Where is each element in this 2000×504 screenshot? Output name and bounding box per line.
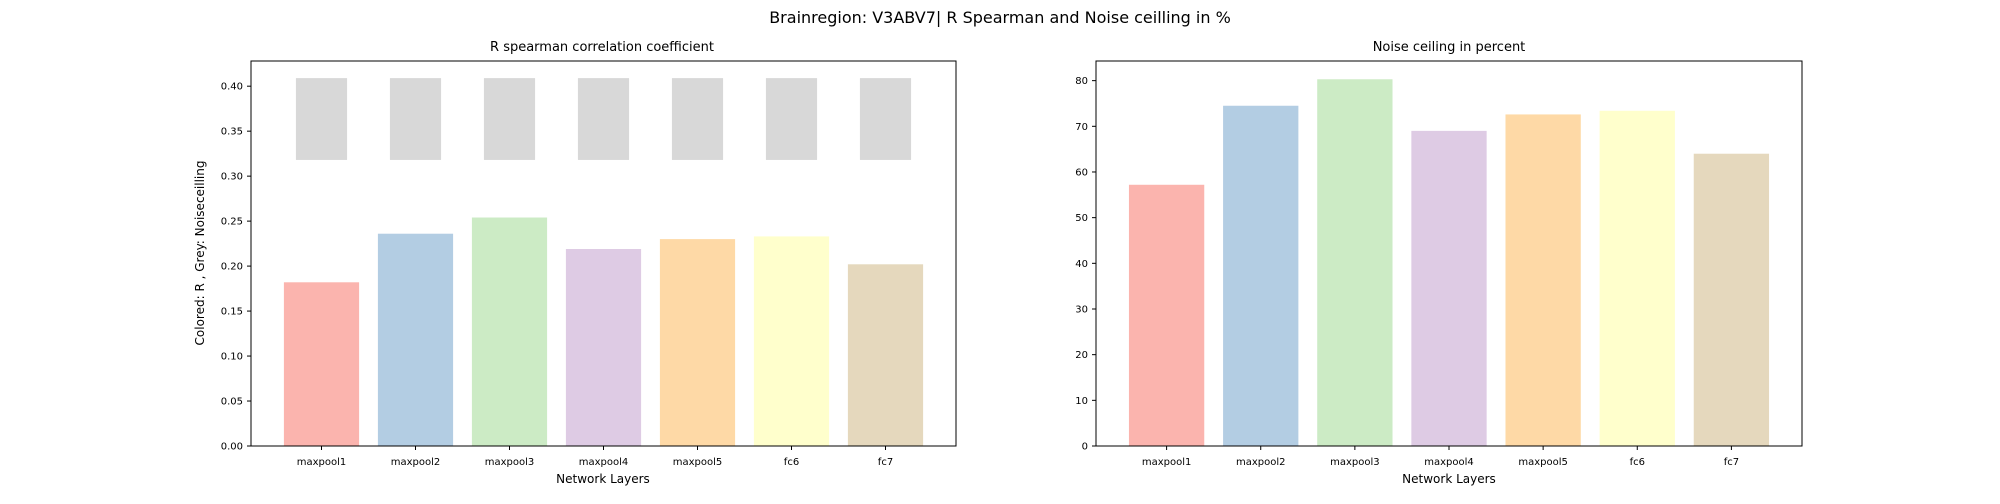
y-tick-label-0.20: 0.20 [221,262,243,273]
y-tick-label-0.15: 0.15 [221,307,243,318]
x-tick-label-maxpool4: maxpool4 [1424,457,1474,468]
noise-ceiling-band-maxpool2 [389,78,442,160]
x-tick-label-fc6: fc6 [784,457,799,468]
bar-maxpool4 [565,249,642,446]
bar-maxpool4 [1411,130,1487,447]
left-chart-title: R spearman correlation coefficient [490,40,714,55]
y-tick-label-30: 30 [1075,304,1088,315]
bar-fc7 [847,264,924,446]
noise-ceiling-band-fc7 [859,78,912,160]
x-tick-label-fc7: fc7 [878,457,893,468]
y-tick-label-0.05: 0.05 [221,397,243,408]
right-chart-plot: maxpool1 maxpool2 maxpool3 maxpool4 maxpool5… [1075,76,1770,468]
bar-maxpool5 [659,239,736,446]
noise-ceiling-band-maxpool1 [295,78,348,160]
left-chart-frame [250,60,957,447]
y-tick-label-0.35: 0.35 [221,127,243,138]
x-tick-label-maxpool2: maxpool2 [1236,457,1286,468]
bar-maxpool2 [377,233,454,446]
bar-fc6 [753,236,830,446]
bar-maxpool1 [283,282,360,446]
noise-ceiling-band-maxpool4 [577,78,630,160]
y-tick-label-0.30: 0.30 [221,172,243,183]
y-tick-label-0.10: 0.10 [221,352,243,363]
x-tick-label-maxpool3: maxpool3 [1330,457,1380,468]
y-tick-label-50: 50 [1075,213,1088,224]
y-tick-label-40: 40 [1075,259,1088,270]
x-tick-label-fc6: fc6 [1630,457,1645,468]
bar-fc7 [1693,153,1770,446]
y-tick-label-60: 60 [1075,167,1088,178]
y-tick-label-10: 10 [1075,396,1088,407]
x-tick-label-maxpool5: maxpool5 [1518,457,1568,468]
bar-maxpool3 [471,217,548,446]
x-tick-label-maxpool3: maxpool3 [485,457,535,468]
left-chart-plot: maxpool1 maxpool2 maxpool3 maxpool4 maxpool5… [221,78,924,468]
y-tick-label-0.25: 0.25 [221,217,243,228]
left-chart-xlabel: Network Layers [556,472,650,486]
x-tick-label-maxpool4: maxpool4 [579,457,629,468]
noise-ceiling-band-maxpool3 [483,78,536,160]
noise-ceiling-band-maxpool5 [671,78,724,160]
bar-fc6 [1599,110,1675,446]
figure-suptitle: Brainregion: V3ABV7| R Spearman and Nois… [769,8,1231,27]
right-chart-frame [1095,60,1803,447]
right-chart-xlabel: Network Layers [1402,472,1496,486]
y-tick-label-80: 80 [1075,76,1088,87]
bar-maxpool2 [1223,105,1299,446]
noise-ceiling-band-fc6 [765,78,818,160]
bar-maxpool1 [1128,184,1205,447]
x-tick-label-maxpool5: maxpool5 [673,457,723,468]
x-tick-label-fc7: fc7 [1724,457,1739,468]
bar-maxpool3 [1317,79,1393,446]
y-tick-label-70: 70 [1075,122,1088,133]
y-tick-label-0: 0 [1082,442,1088,453]
x-tick-label-maxpool2: maxpool2 [391,457,441,468]
left-chart: R spearman correlation coefficient maxpo… [193,40,957,486]
bar-maxpool5 [1505,114,1581,446]
y-tick-label-20: 20 [1075,350,1088,361]
right-chart-title: Noise ceiling in percent [1373,40,1526,55]
x-tick-label-maxpool1: maxpool1 [297,457,347,468]
y-tick-label-0.00: 0.00 [221,442,243,453]
left-chart-ylabel: Colored: R , Grey: Noiseceilling [193,161,207,346]
y-tick-label-0.40: 0.40 [221,82,243,93]
right-chart: Noise ceiling in percent maxpool1 maxpool… [1075,40,1803,486]
x-tick-label-maxpool1: maxpool1 [1142,457,1192,468]
